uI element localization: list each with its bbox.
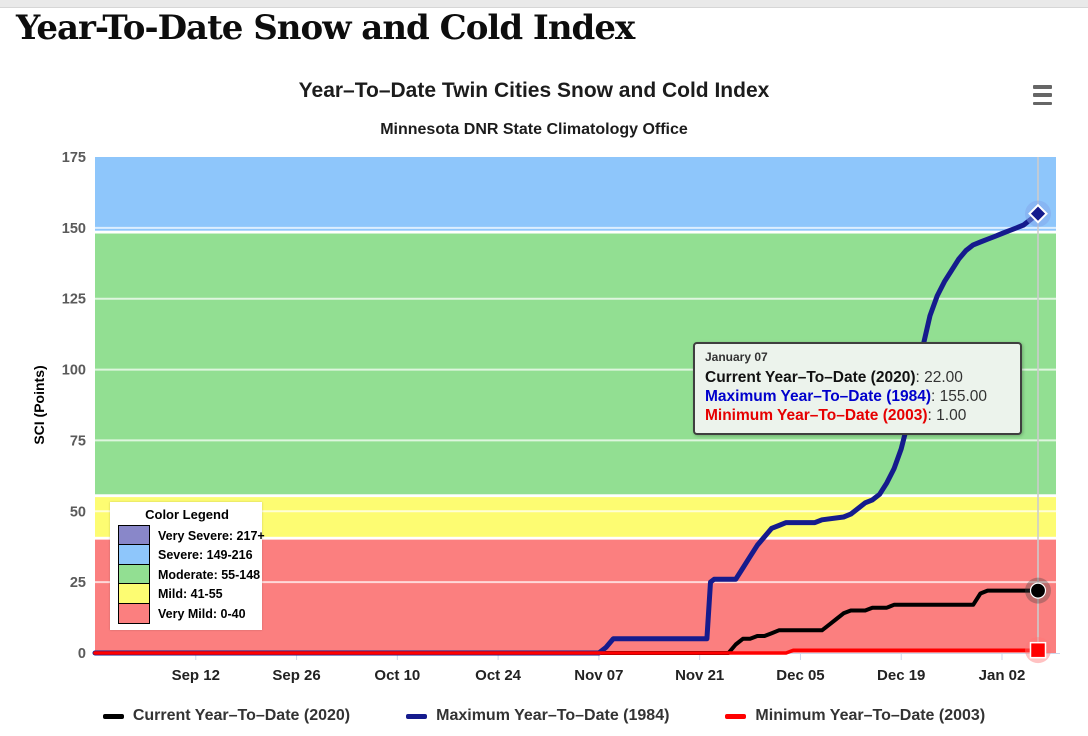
chart-title: Year–To–Date Twin Cities Snow and Cold I…: [298, 79, 770, 102]
tooltip-series-value: 1.00: [928, 407, 967, 424]
tooltip-series-label: Minimum Year–To–Date (2003): [705, 407, 928, 424]
band-severe: [95, 157, 1056, 231]
chart-subtitle: Minnesota DNR State Climatology Office: [380, 121, 688, 138]
tooltip-date: January 07: [705, 350, 768, 364]
very-severe-swatch: [118, 524, 150, 546]
x-axis-label: Sep 26: [272, 667, 320, 684]
hamburger-menu-icon: [1033, 101, 1052, 105]
tooltip-series-label: Current Year–To–Date (2020): [705, 369, 916, 386]
y-axis-label: 0: [78, 646, 86, 662]
tooltip-row: Current Year–To–Date (2020)22.00: [705, 368, 1010, 387]
tooltip-series-value: 22.00: [916, 369, 963, 386]
severe-swatch: [118, 544, 150, 565]
series-legend: Current Year–To–Date (2020) Maximum Year…: [0, 707, 1088, 725]
y-axis-label: 75: [70, 433, 86, 449]
tooltip-series-value: 155.00: [931, 388, 987, 405]
color-legend-item: Very Severe: 217+: [118, 524, 265, 546]
chart-tooltip: January 07 Current Year–To–Date (2020)22…: [693, 342, 1022, 435]
chart-context-menu-button[interactable]: [1033, 85, 1057, 105]
x-axis-label: Oct 24: [475, 667, 522, 684]
tooltip-series-label: Maximum Year–To–Date (1984): [705, 388, 932, 405]
legend-item-min-2003[interactable]: Minimum Year–To–Date (2003): [725, 707, 985, 725]
y-axis-label: 150: [62, 221, 86, 237]
y-axis-title: SCI (Points): [31, 365, 47, 445]
x-axis-label: Oct 10: [374, 667, 420, 684]
y-axis-label: 50: [70, 504, 86, 520]
color-legend-title: Color Legend: [145, 507, 229, 522]
y-axis-label: 125: [62, 292, 86, 308]
line-series-icon: [725, 713, 747, 719]
marker-min-2003[interactable]: [1029, 641, 1047, 659]
x-axis-label: Jan 02: [979, 667, 1026, 684]
y-axis-label: 175: [62, 150, 86, 166]
color-legend-item: Very Mild: 0-40: [118, 602, 256, 624]
series-line-min-2003[interactable]: [93, 648, 1040, 655]
x-axis-label: Dec 19: [877, 667, 925, 684]
page-title: Year-To-Date Snow and Cold Index: [16, 8, 635, 48]
x-axis-label: Dec 05: [776, 667, 824, 684]
line-series-icon: [406, 713, 428, 719]
hamburger-menu-icon: [1033, 93, 1052, 97]
legend-item-max-1984[interactable]: Maximum Year–To–Date (1984): [406, 707, 669, 725]
y-axis-label: 25: [70, 575, 86, 591]
line-series-icon: [102, 713, 124, 719]
color-legend-box: Color Legend Very Severe: 217+ Severe: 1…: [110, 502, 265, 630]
color-legend-item: Severe: 149-216: [118, 544, 256, 565]
moderate-swatch: [118, 563, 150, 585]
y-axis-label: 100: [62, 363, 86, 379]
x-axis-label: Nov 07: [574, 667, 623, 684]
hamburger-menu-icon: [1033, 85, 1052, 89]
color-legend-item: Mild: 41-55: [118, 583, 256, 604]
mild-swatch: [118, 583, 150, 604]
series-line-current-2020[interactable]: [93, 588, 1040, 655]
very-mild-swatch: [118, 602, 150, 624]
top-strip: [0, 0, 1088, 8]
marker-current-2020[interactable]: [1029, 582, 1047, 599]
x-axis-label: Nov 21: [675, 667, 724, 684]
marker-max-1984[interactable]: [1028, 203, 1048, 224]
color-legend-item: Moderate: 55-148: [118, 563, 260, 585]
series-line-max-1984[interactable]: [92, 211, 1041, 656]
legend-item-current-2020[interactable]: Current Year–To–Date (2020): [102, 707, 350, 725]
tooltip-row: Maximum Year–To–Date (1984)155.00: [705, 387, 1010, 406]
tooltip-row: Minimum Year–To–Date (2003)1.00: [705, 406, 1010, 425]
x-axis-label: Sep 12: [172, 667, 220, 684]
